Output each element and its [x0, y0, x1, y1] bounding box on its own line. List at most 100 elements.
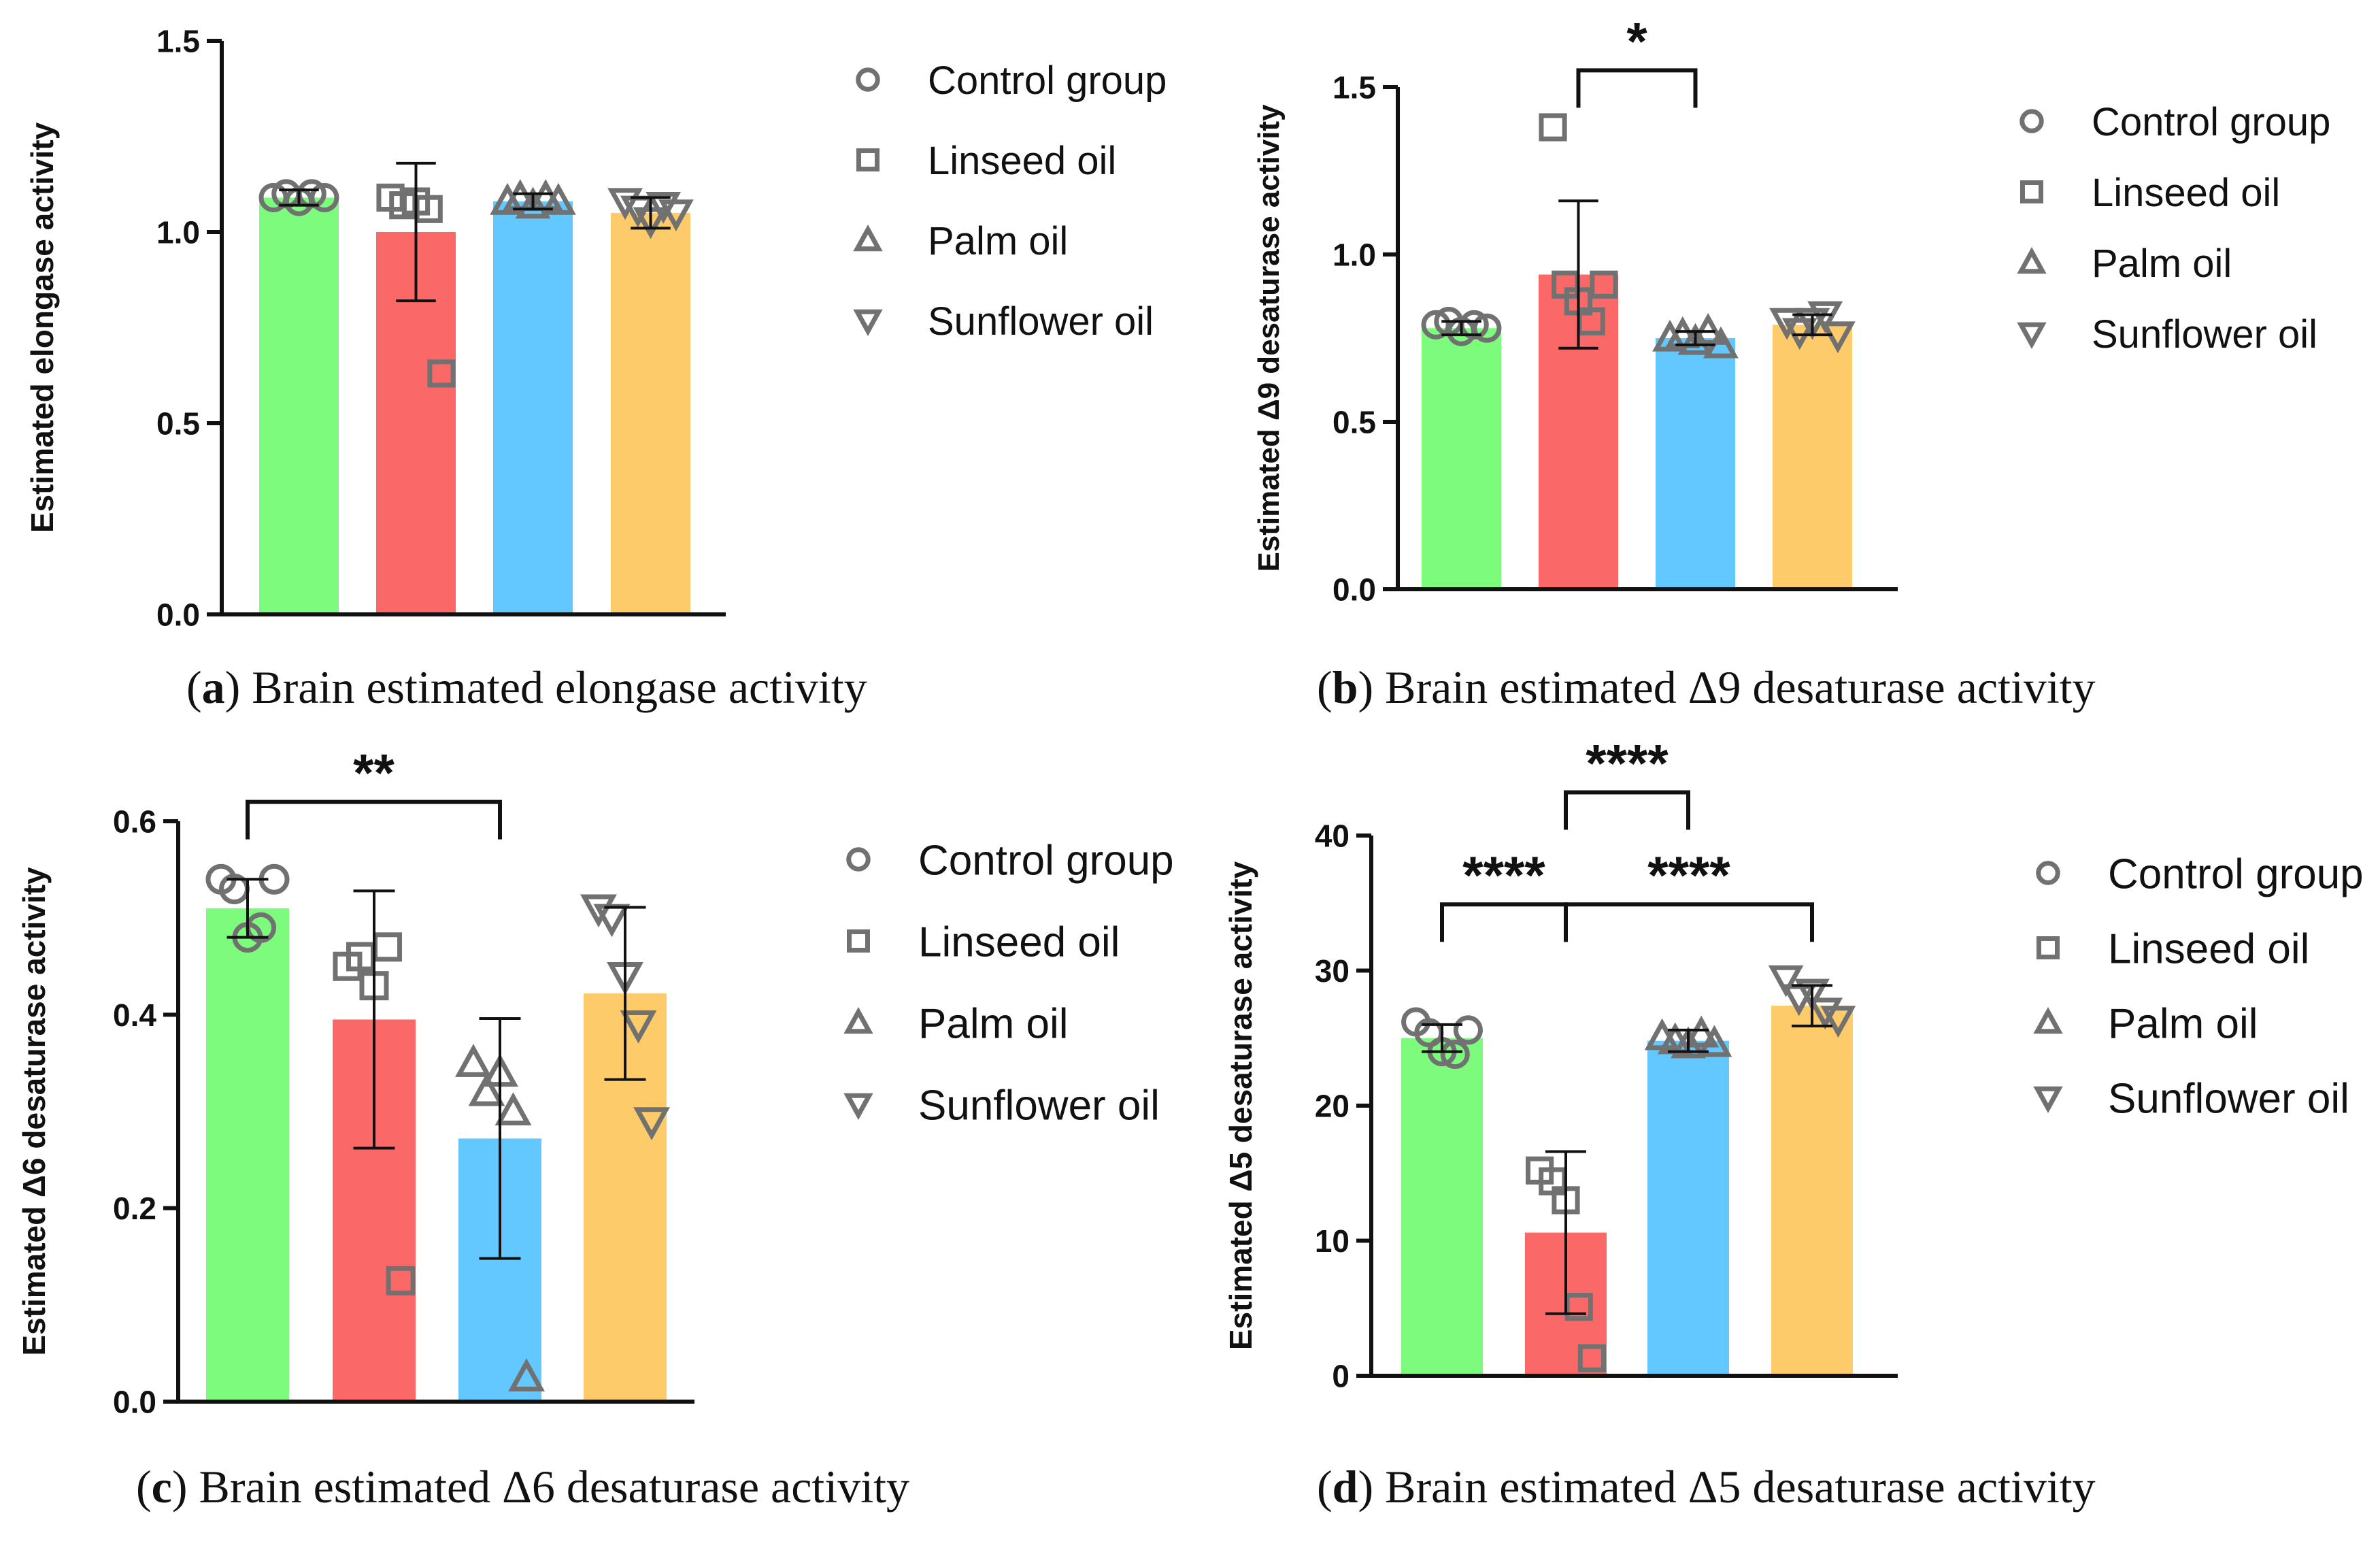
- data-point: [1768, 965, 1804, 997]
- bar-sunflower-oil: [611, 212, 690, 614]
- y-tick-label: 1.0: [1333, 237, 1376, 273]
- bar-control-group: [1401, 1038, 1483, 1376]
- caption-text: ) Brain estimated elongase activity: [225, 661, 867, 713]
- y-tick-label: 1.0: [156, 215, 200, 250]
- legend-marker-linseed-oil: [856, 148, 879, 171]
- legend-marker-sunflower-oil: [843, 1093, 873, 1120]
- legend-marker-linseed-oil: [2020, 180, 2043, 203]
- legend-label: Linseed oil: [918, 919, 1120, 965]
- y-tick-label: 20: [1315, 1089, 1350, 1124]
- caption-letter: c: [152, 1461, 172, 1513]
- significance-label: ****: [1586, 733, 1669, 793]
- y-tick-label: 0.2: [113, 1191, 156, 1226]
- y-tick-label: 0.0: [113, 1385, 156, 1420]
- significance-label: ****: [1462, 845, 1545, 905]
- legend-label: Control group: [2092, 100, 2330, 144]
- data-point: [1820, 1006, 1856, 1038]
- y-tick-label: 0.6: [113, 804, 156, 840]
- data-point: [1539, 113, 1567, 142]
- panel-d: 0 10 20 30 40 Estimated Δ5 desaturase activit…: [1223, 733, 2364, 1513]
- legend-marker-control-group: [846, 847, 871, 872]
- data-point: [633, 1107, 670, 1140]
- data-point: [580, 894, 617, 928]
- significance-bracket: [1576, 68, 1698, 108]
- data-point: [373, 932, 403, 962]
- legend-label: Palm oil: [2108, 1000, 2258, 1047]
- legend-label: Sunflower oil: [2092, 312, 2317, 357]
- legend-marker-palm-oil: [853, 225, 883, 252]
- legend-label: Sunflower oil: [928, 299, 1154, 344]
- legend-label: Control group: [928, 59, 1167, 103]
- y-tick-label: 30: [1315, 953, 1350, 989]
- significance-bracket: [1564, 790, 1690, 830]
- y-tick-label: 0.0: [156, 597, 200, 633]
- data-point: [607, 188, 643, 220]
- panel-caption: (b) Brain estimated Δ9 desaturase activi…: [1317, 661, 2096, 713]
- legend-label: Sunflower oil: [2108, 1075, 2349, 1122]
- data-point: [309, 182, 339, 212]
- caption-text: ) Brain estimated Δ6 desaturase activity: [172, 1461, 909, 1513]
- y-axis-label: Estimated Δ9 desaturase activity: [1252, 104, 1286, 572]
- legend-marker-palm-oil: [2017, 247, 2047, 274]
- data-point: [468, 1072, 505, 1106]
- legend-label: Linseed oil: [928, 139, 1116, 183]
- legend-marker-control-group: [2019, 109, 2044, 133]
- data-point: [1421, 310, 1451, 340]
- y-tick-label: 0.4: [113, 997, 156, 1033]
- y-axis-label: Estimated Δ6 desaturase activity: [16, 867, 52, 1356]
- legend-label: Palm oil: [918, 1000, 1069, 1047]
- panel-a: 0.0 0.5 1.0 1.5 Estimated elongase activity C…: [24, 24, 1167, 713]
- data-point: [1577, 1344, 1607, 1372]
- data-point: [620, 1010, 657, 1044]
- legend-marker-sunflower-oil: [2017, 322, 2047, 349]
- data-point: [508, 1358, 545, 1391]
- y-tick-label: 1.5: [156, 24, 200, 59]
- data-point: [1472, 313, 1502, 343]
- legend-marker-linseed-oil: [2037, 936, 2060, 959]
- data-point: [1564, 1293, 1593, 1321]
- legend-label: Palm oil: [928, 219, 1068, 263]
- legend-marker-palm-oil: [843, 1007, 873, 1034]
- legend-marker-control-group: [856, 67, 880, 92]
- legend-marker-sunflower-oil: [2033, 1086, 2063, 1113]
- significance-label: **: [353, 743, 395, 803]
- significance-label: ****: [1647, 845, 1730, 905]
- data-point: [427, 359, 456, 388]
- caption-paren: (: [1317, 1461, 1333, 1513]
- panel-caption: (c) Brain estimated Δ6 desaturase activi…: [136, 1461, 909, 1513]
- panel-b: 0.0 0.5 1.0 1.5 Estimated Δ9 desaturase acti…: [1252, 11, 2330, 713]
- bar-palm-oil: [1656, 338, 1735, 589]
- y-tick-label: 0.5: [156, 406, 200, 442]
- caption-text: ) Brain estimated Δ9 desaturase activity: [1358, 661, 2095, 713]
- y-tick-label: 0: [1332, 1359, 1350, 1394]
- bar-sunflower-oil: [1771, 1006, 1853, 1376]
- y-tick-label: 10: [1315, 1223, 1350, 1259]
- significance-bracket: [1564, 902, 1814, 942]
- caption-text: ) Brain estimated Δ5 desaturase activity: [1358, 1461, 2095, 1513]
- legend-label: Linseed oil: [2092, 171, 2280, 215]
- caption-paren: (: [186, 661, 202, 713]
- data-point: [646, 192, 682, 224]
- y-axis-label: Estimated Δ5 desaturase activity: [1223, 861, 1258, 1350]
- caption-paren: (: [136, 1461, 152, 1513]
- legend-label: Sunflower oil: [918, 1082, 1160, 1129]
- panel-caption: (a) Brain estimated elongase activity: [186, 661, 867, 713]
- y-tick-label: 1.5: [1333, 70, 1376, 105]
- significance-bracket: [246, 799, 502, 840]
- bar-control-group: [206, 908, 289, 1402]
- data-point: [386, 1266, 416, 1295]
- panel-caption: (d) Brain estimated Δ5 desaturase activi…: [1317, 1461, 2096, 1513]
- legend-marker-sunflower-oil: [853, 309, 883, 336]
- data-point: [1683, 1015, 1720, 1048]
- y-tick-label: 0.0: [1333, 572, 1376, 608]
- caption-letter: b: [1333, 661, 1358, 713]
- caption-paren: (: [1317, 661, 1333, 713]
- data-point: [541, 182, 576, 215]
- legend-marker-linseed-oil: [847, 929, 870, 953]
- bar-control-group: [259, 197, 339, 614]
- y-tick-label: 40: [1315, 819, 1350, 854]
- data-point: [1781, 318, 1817, 350]
- legend-label: Linseed oil: [2108, 925, 2309, 972]
- significance-label: *: [1626, 11, 1647, 71]
